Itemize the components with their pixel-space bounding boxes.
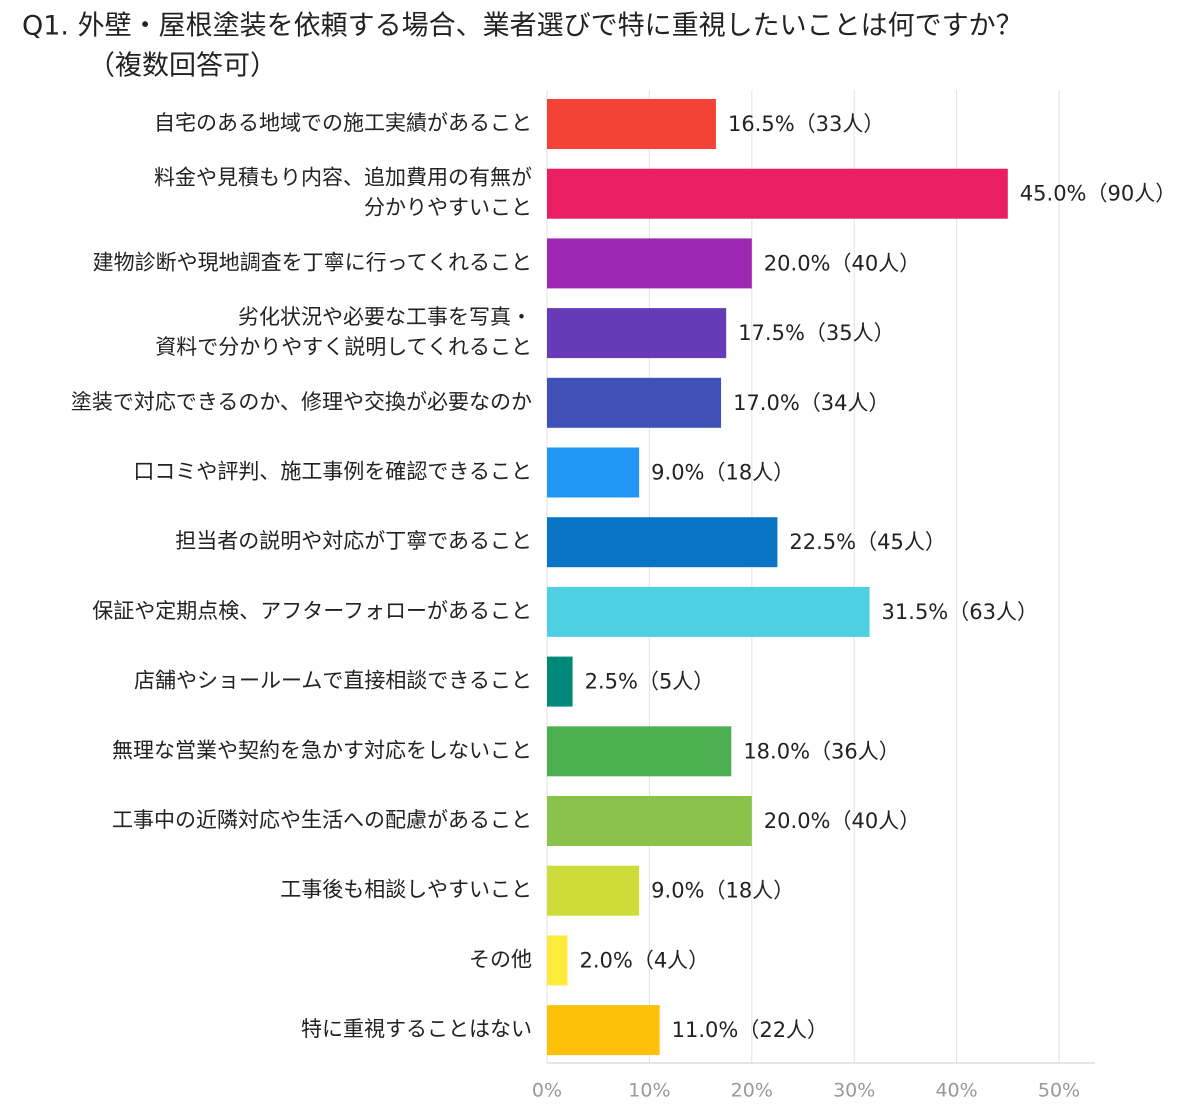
bar [547, 935, 568, 986]
y-tick-label: 工事中の近隣対応や生活への配慮があること [112, 808, 532, 832]
y-tick-label: 特に重視することはない [301, 1017, 532, 1041]
x-tick-label: 40% [935, 1080, 977, 1102]
value-label: 31.5%（63人） [882, 600, 1038, 624]
chart-title: Q1. 外壁・屋根塗装を依頼する場合、業者選びで特に重視したいことは何ですか？ [22, 11, 1023, 42]
value-label: 17.5%（35人） [738, 321, 894, 345]
y-tick-label: 自宅のある地域での施工実績があること [154, 111, 532, 135]
bar [547, 238, 752, 289]
bar [547, 726, 732, 777]
y-tick-label: 口コミや評判、施工事例を確認できること [133, 460, 532, 484]
bar [547, 1005, 660, 1056]
value-label: 2.0%（4人） [579, 948, 709, 972]
value-label: 2.5%（5人） [585, 670, 715, 694]
y-tick-label: その他 [469, 947, 532, 971]
value-label: 17.0%（34人） [733, 391, 889, 415]
value-label: 18.0%（36人） [743, 739, 899, 763]
bar [547, 517, 778, 568]
bar [547, 377, 722, 428]
bar [547, 656, 573, 707]
y-tick-label: 担当者の説明や対応が丁寧であること [175, 529, 532, 553]
chart-subtitle: （複数回答可） [88, 51, 277, 82]
y-tick-label: 保証や定期点検、アフターフォローがあること [92, 599, 532, 623]
y-tick-label: 塗装で対応できるのか、修理や交換が必要なのか [71, 390, 532, 414]
y-tick-label: 分かりやすいこと [364, 196, 532, 220]
x-tick-label: 20% [731, 1080, 773, 1102]
value-label: 9.0%（18人） [651, 879, 794, 903]
value-label: 11.0%（22人） [672, 1018, 828, 1042]
value-label: 45.0%（90人） [1020, 182, 1176, 206]
bar [547, 865, 640, 916]
y-tick-label: 資料で分かりやすく説明してくれること [155, 335, 532, 359]
y-tick-label: 建物診断や現地調査を丁寧に行ってくれること [93, 250, 532, 274]
value-label: 22.5%（45人） [789, 530, 945, 554]
y-tick-label: 無理な営業や契約を急かす対応をしないこと [112, 738, 532, 762]
y-tick-label: 工事後も相談しやすいこと [280, 878, 532, 902]
bar [547, 308, 727, 359]
value-label: 9.0%（18人） [651, 461, 794, 485]
y-tick-label: 劣化状況や必要な工事を写真・ [238, 305, 532, 329]
y-tick-label: 料金や見積もり内容、追加費用の有無が [154, 166, 532, 190]
value-label: 16.5%（33人） [728, 112, 884, 136]
x-tick-label: 30% [833, 1080, 875, 1102]
value-label: 20.0%（40人） [764, 809, 920, 833]
bar [547, 796, 752, 846]
bar [547, 168, 1008, 219]
value-label: 20.0%（40人） [764, 251, 920, 275]
bar [547, 586, 870, 637]
x-tick-label: 0% [532, 1080, 562, 1102]
x-tick-label: 50% [1038, 1080, 1080, 1102]
bar [547, 99, 716, 149]
bar [547, 447, 640, 498]
y-tick-label: 店舗やショールームで直接相談できること [134, 669, 532, 693]
x-tick-label: 10% [628, 1080, 670, 1102]
